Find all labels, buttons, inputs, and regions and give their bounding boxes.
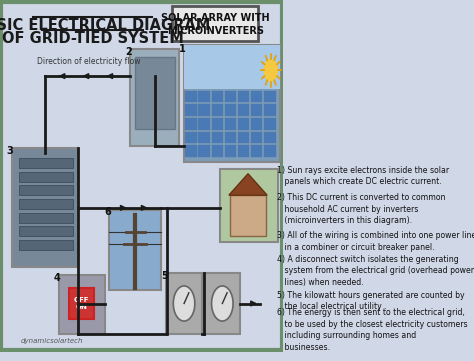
FancyBboxPatch shape (185, 104, 197, 116)
FancyBboxPatch shape (251, 132, 262, 143)
FancyBboxPatch shape (172, 6, 258, 41)
Text: 2: 2 (125, 47, 132, 57)
FancyBboxPatch shape (59, 275, 105, 334)
FancyBboxPatch shape (225, 145, 236, 157)
FancyBboxPatch shape (19, 240, 73, 250)
FancyBboxPatch shape (199, 145, 210, 157)
FancyBboxPatch shape (130, 49, 179, 146)
FancyBboxPatch shape (109, 210, 161, 290)
FancyBboxPatch shape (1, 2, 282, 350)
FancyBboxPatch shape (19, 226, 73, 236)
FancyBboxPatch shape (199, 91, 210, 103)
FancyBboxPatch shape (238, 132, 249, 143)
Text: Circuit Breaker Fuse Panel: Circuit Breaker Fuse Panel (13, 268, 77, 273)
FancyBboxPatch shape (211, 118, 223, 130)
FancyBboxPatch shape (135, 57, 174, 129)
FancyBboxPatch shape (251, 104, 262, 116)
FancyBboxPatch shape (251, 145, 262, 157)
FancyBboxPatch shape (264, 104, 275, 116)
FancyBboxPatch shape (12, 148, 78, 268)
FancyBboxPatch shape (19, 213, 73, 222)
Text: BASIC ELECTRICAL DIAGRAM: BASIC ELECTRICAL DIAGRAM (0, 18, 211, 32)
FancyBboxPatch shape (204, 273, 240, 334)
FancyBboxPatch shape (185, 91, 197, 103)
Text: 5: 5 (161, 271, 168, 281)
FancyBboxPatch shape (184, 45, 280, 89)
Text: 6: 6 (104, 207, 111, 217)
Text: 3: 3 (7, 146, 14, 156)
Text: 2) This DC current is converted to common
   household AC current by inverters
 : 2) This DC current is converted to commo… (277, 193, 445, 225)
FancyBboxPatch shape (230, 195, 266, 236)
FancyBboxPatch shape (225, 118, 236, 130)
Circle shape (264, 60, 277, 81)
FancyBboxPatch shape (238, 104, 249, 116)
FancyBboxPatch shape (238, 145, 249, 157)
FancyBboxPatch shape (199, 104, 210, 116)
Text: Direction of electricity flow: Direction of electricity flow (36, 57, 140, 66)
Text: OFF
ON: OFF ON (73, 297, 89, 310)
FancyBboxPatch shape (199, 118, 210, 130)
FancyBboxPatch shape (251, 91, 262, 103)
FancyBboxPatch shape (185, 145, 197, 157)
FancyBboxPatch shape (264, 118, 275, 130)
Circle shape (173, 286, 195, 321)
FancyBboxPatch shape (185, 132, 197, 143)
FancyBboxPatch shape (199, 132, 210, 143)
FancyBboxPatch shape (166, 273, 202, 334)
FancyBboxPatch shape (19, 186, 73, 195)
FancyBboxPatch shape (185, 118, 197, 130)
FancyBboxPatch shape (225, 91, 236, 103)
FancyBboxPatch shape (225, 104, 236, 116)
FancyBboxPatch shape (211, 132, 223, 143)
FancyBboxPatch shape (211, 145, 223, 157)
FancyBboxPatch shape (19, 158, 73, 168)
Text: 6) The energy is then sent to the electrical grid,
   to be used by the closest : 6) The energy is then sent to the electr… (277, 308, 467, 352)
Text: 1) Sun rays excite electrons inside the solar
   panels which create DC electric: 1) Sun rays excite electrons inside the … (277, 166, 449, 186)
Text: 4: 4 (54, 273, 60, 283)
Text: 3) All of the wiring is combined into one power line
   in a combiner or circuit: 3) All of the wiring is combined into on… (277, 231, 474, 252)
FancyBboxPatch shape (211, 91, 223, 103)
FancyBboxPatch shape (19, 199, 73, 209)
FancyBboxPatch shape (264, 132, 275, 143)
Text: 5) The kilowatt hours generated are counted by
   the local electrical utility .: 5) The kilowatt hours generated are coun… (277, 291, 465, 311)
Circle shape (211, 286, 233, 321)
FancyBboxPatch shape (69, 288, 94, 319)
FancyBboxPatch shape (264, 91, 275, 103)
FancyBboxPatch shape (238, 91, 249, 103)
Text: OF GRID-TIED SYSTEM: OF GRID-TIED SYSTEM (2, 31, 183, 46)
FancyBboxPatch shape (19, 172, 73, 182)
Text: 1: 1 (179, 44, 186, 54)
Text: dynamicsolartech: dynamicsolartech (21, 338, 83, 344)
FancyBboxPatch shape (264, 145, 275, 157)
Polygon shape (229, 174, 267, 195)
FancyBboxPatch shape (184, 45, 280, 162)
FancyBboxPatch shape (238, 118, 249, 130)
FancyBboxPatch shape (225, 132, 236, 143)
FancyBboxPatch shape (220, 169, 279, 242)
Text: SOLAR ARRAY WITH
MICROINVERTERS: SOLAR ARRAY WITH MICROINVERTERS (161, 13, 269, 36)
FancyBboxPatch shape (251, 118, 262, 130)
FancyBboxPatch shape (211, 104, 223, 116)
Text: 4) A disconnect switch isolates the generating
   system from the electrical gri: 4) A disconnect switch isolates the gene… (277, 255, 474, 287)
